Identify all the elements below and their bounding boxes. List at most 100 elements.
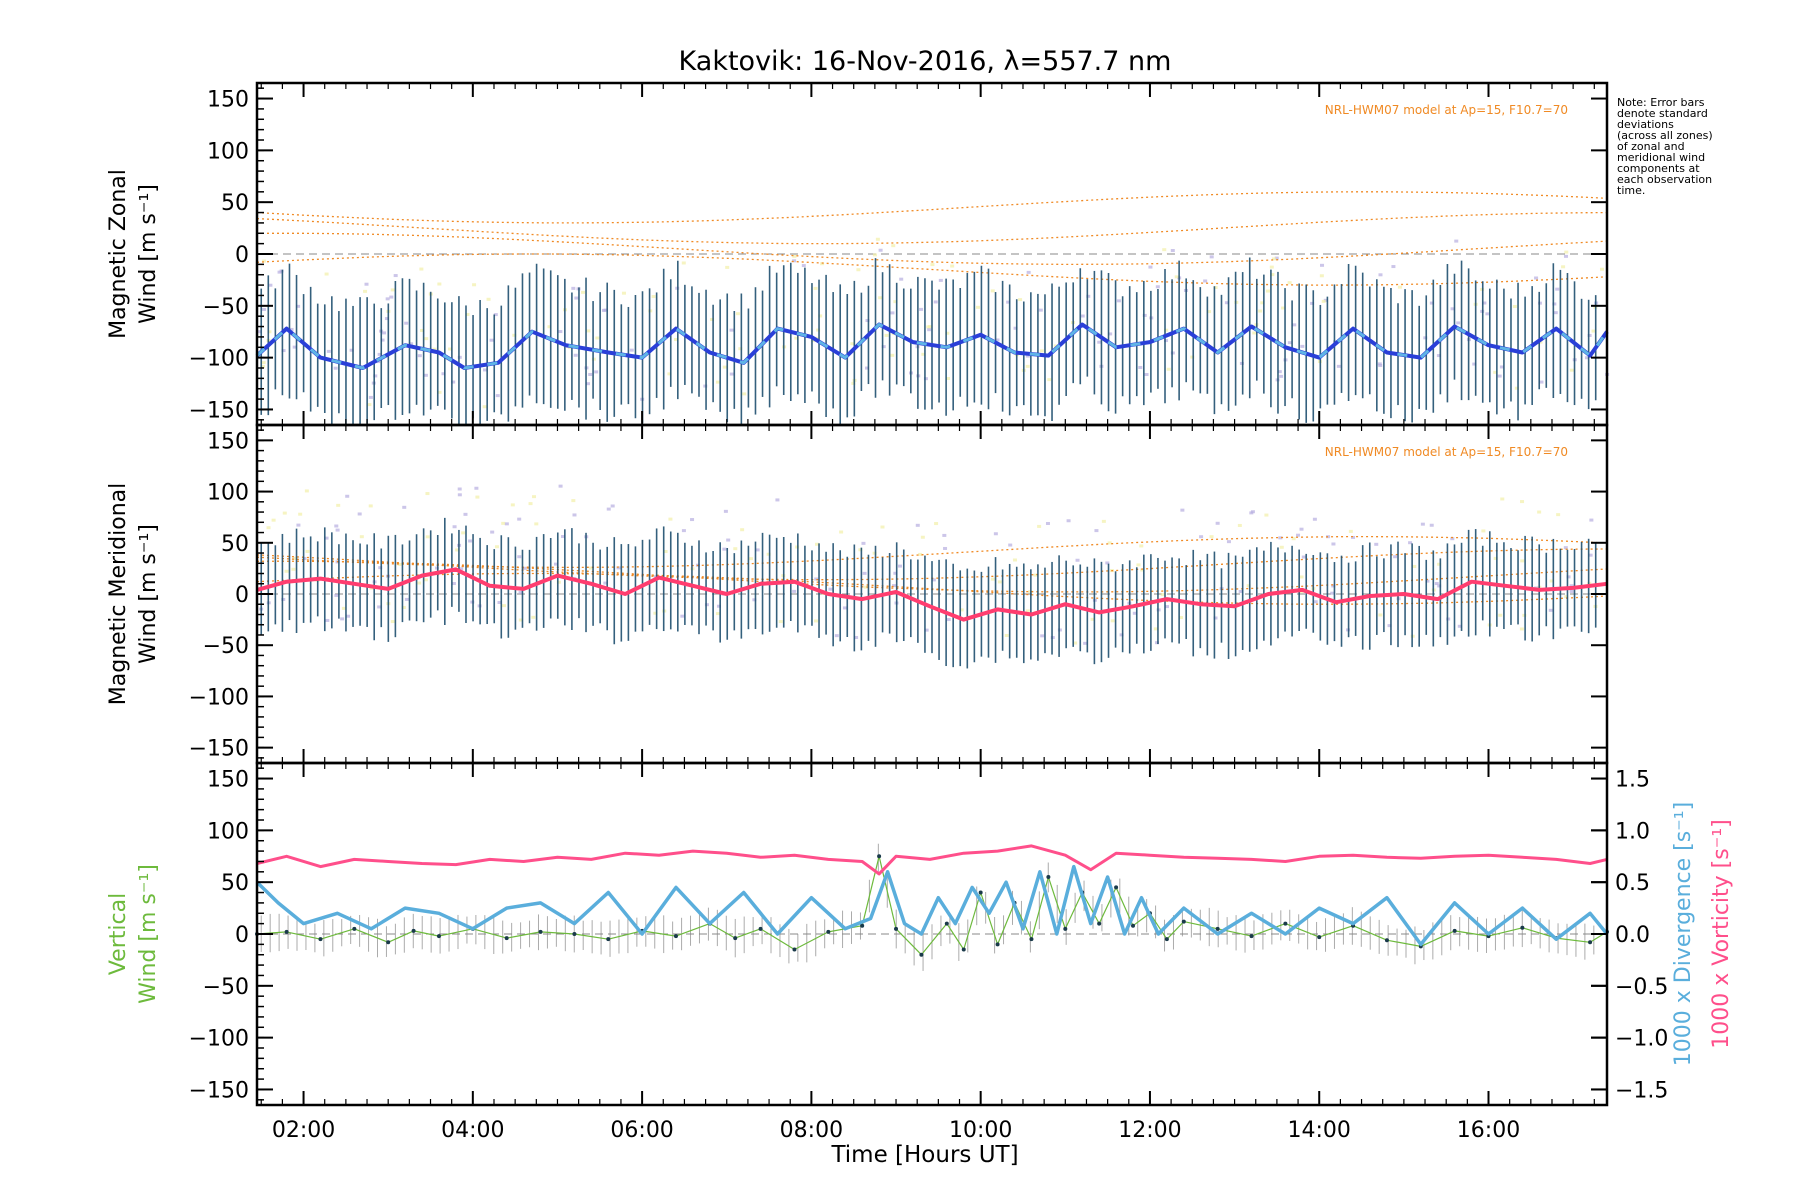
scatter-point bbox=[1391, 265, 1396, 269]
scatter-point bbox=[1493, 370, 1498, 374]
scatter-point bbox=[934, 522, 939, 526]
scatter-point bbox=[942, 533, 947, 537]
scatter-point bbox=[504, 522, 509, 526]
scatter-point bbox=[1387, 624, 1392, 628]
scatter-point bbox=[674, 338, 679, 342]
scatter-point bbox=[603, 581, 608, 585]
data-point bbox=[1317, 935, 1322, 940]
scatter-point bbox=[1144, 373, 1149, 377]
scatter-point bbox=[423, 373, 428, 377]
data-point bbox=[1215, 926, 1220, 931]
scatter-point bbox=[1260, 301, 1265, 305]
series-line bbox=[256, 567, 1608, 622]
scatter-point bbox=[486, 297, 491, 301]
scatter-point bbox=[378, 566, 383, 570]
y-tick-label: 150 bbox=[207, 768, 249, 793]
scatter-point bbox=[1165, 605, 1170, 609]
scatter-point bbox=[1006, 300, 1011, 304]
scatter-point bbox=[425, 535, 430, 539]
scatter-point bbox=[340, 617, 345, 621]
scatter-point bbox=[1420, 522, 1425, 526]
y-tick-label: 0 bbox=[235, 923, 249, 948]
scatter-point bbox=[1587, 333, 1592, 337]
data-point bbox=[1131, 923, 1136, 928]
note-line: time. bbox=[1617, 184, 1646, 197]
scatter-point bbox=[553, 562, 558, 566]
scatter-point bbox=[261, 307, 266, 311]
y-tick-label: 50 bbox=[221, 871, 249, 896]
scatter-point bbox=[522, 566, 527, 570]
scatter-point bbox=[931, 578, 936, 582]
scatter-point bbox=[1174, 275, 1179, 279]
scatter-point bbox=[938, 278, 943, 282]
y2-tick-label: −0.5 bbox=[1615, 975, 1668, 1000]
scatter-point bbox=[594, 370, 599, 374]
scatter-point bbox=[1312, 517, 1317, 521]
scatter-point bbox=[417, 581, 422, 585]
scatter-point bbox=[890, 353, 895, 357]
y-tick-label: 150 bbox=[207, 88, 249, 113]
scatter-point bbox=[1265, 289, 1270, 293]
scatter-point bbox=[1310, 301, 1315, 305]
note-line: each observation bbox=[1617, 173, 1713, 186]
scatter-point bbox=[918, 552, 923, 556]
scatter-point bbox=[1139, 544, 1144, 548]
y-tick-label: −100 bbox=[189, 347, 249, 372]
scatter-point bbox=[333, 366, 338, 370]
scatter-point bbox=[621, 291, 626, 295]
scatter-point bbox=[455, 548, 460, 552]
scatter-point bbox=[1588, 553, 1593, 557]
scatter-point bbox=[1083, 641, 1088, 645]
data-point bbox=[1029, 937, 1034, 942]
data-point bbox=[758, 926, 763, 931]
y-tick-label: −50 bbox=[203, 634, 249, 659]
scatter-point bbox=[437, 390, 442, 394]
scatter-point bbox=[359, 535, 364, 539]
y-axis-label-line: Wind [m s⁻¹] bbox=[136, 524, 161, 664]
scatter-point bbox=[1045, 521, 1050, 525]
y-axis-label: Magnetic Meridional Wind [m s⁻¹] bbox=[106, 483, 161, 705]
scatter-point bbox=[1408, 541, 1413, 545]
scatter-point bbox=[1281, 306, 1286, 310]
scatter-point bbox=[1105, 561, 1110, 565]
y-tick-label: 0 bbox=[235, 243, 249, 268]
y2-tick-label: −1.0 bbox=[1615, 1027, 1668, 1052]
data-point bbox=[1283, 921, 1288, 926]
scatter-point bbox=[595, 336, 600, 340]
scatter-point bbox=[1269, 265, 1274, 269]
scatter-point bbox=[1584, 356, 1589, 360]
scatter-point bbox=[373, 374, 378, 378]
series-line bbox=[255, 864, 1609, 947]
scatter-point bbox=[766, 552, 771, 556]
scatter-point bbox=[1094, 529, 1099, 533]
scatter-point bbox=[581, 290, 586, 294]
y-tick-label: −50 bbox=[203, 295, 249, 320]
y-tick-label: 100 bbox=[207, 139, 249, 164]
scatter-point bbox=[382, 331, 387, 335]
scatter-point bbox=[266, 526, 271, 530]
scatter-point bbox=[586, 382, 591, 386]
scatter-point bbox=[990, 289, 995, 293]
y-axis-label-line: Magnetic Meridional bbox=[106, 483, 131, 705]
scatter-point bbox=[606, 507, 611, 511]
scatter-point bbox=[377, 605, 382, 609]
scatter-point bbox=[775, 498, 780, 502]
scatter-point bbox=[281, 597, 286, 601]
scatter-point bbox=[893, 300, 898, 304]
scatter-point bbox=[1498, 613, 1503, 617]
scatter-point bbox=[1564, 595, 1569, 599]
scatter-point bbox=[277, 270, 282, 274]
scatter-point bbox=[291, 567, 296, 571]
scatter-point bbox=[818, 314, 823, 318]
scatter-point bbox=[653, 575, 658, 579]
scatter-point bbox=[1213, 616, 1218, 620]
scatter-point bbox=[1164, 328, 1169, 332]
y-axis-label-line: Wind [m s⁻¹] bbox=[136, 864, 161, 1004]
scatter-point bbox=[704, 603, 709, 607]
scatter-point bbox=[425, 492, 430, 496]
scatter-point bbox=[668, 517, 673, 521]
scatter-point bbox=[1047, 378, 1052, 382]
scatter-point bbox=[893, 571, 898, 575]
scatter-point bbox=[1252, 331, 1257, 335]
scatter-point bbox=[993, 532, 998, 536]
